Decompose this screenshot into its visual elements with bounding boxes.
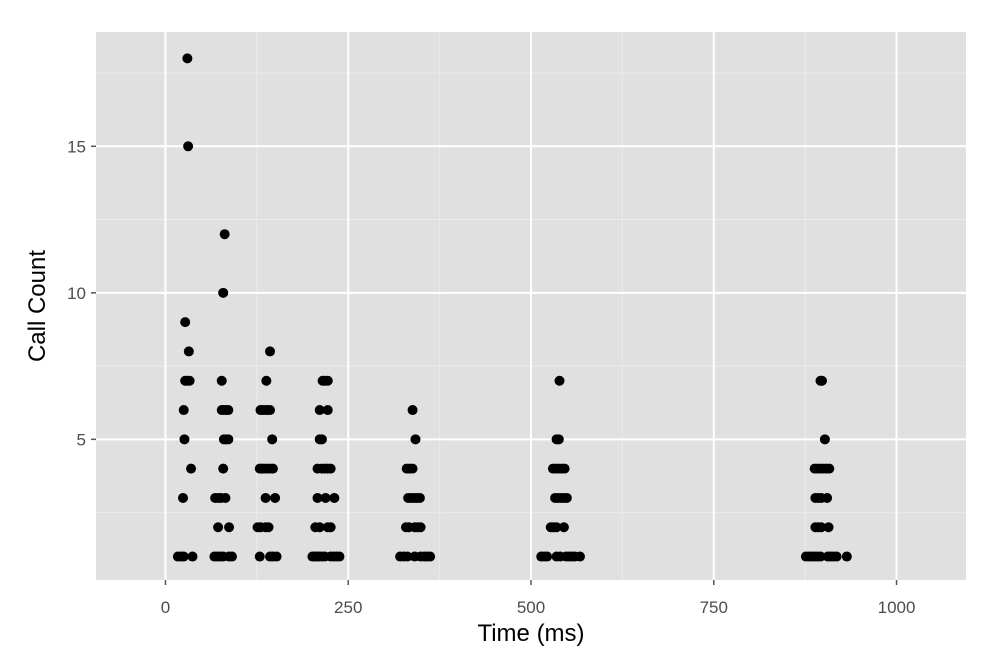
data-point [314, 522, 325, 533]
data-point [407, 405, 418, 416]
y-tick-label: 5 [77, 430, 86, 449]
data-point [186, 463, 197, 474]
y-tick-label: 15 [67, 137, 86, 156]
data-point [218, 287, 229, 298]
data-point [226, 551, 237, 562]
data-point [831, 551, 842, 562]
data-point [265, 405, 275, 416]
data-point [402, 551, 413, 562]
data-point [410, 434, 421, 445]
major-gridlines [96, 32, 966, 580]
x-tick-label: 1000 [878, 598, 916, 617]
data-point [407, 463, 418, 474]
data-point [824, 463, 835, 474]
tick-labels: 0 250 500 750 1000 5 10 15 [67, 137, 915, 617]
data-point [224, 522, 235, 533]
data-point [219, 229, 230, 240]
data-point [179, 434, 190, 445]
data-point [561, 492, 572, 503]
data-points [172, 53, 852, 562]
data-point [320, 492, 331, 503]
data-point [823, 522, 834, 533]
data-point [322, 405, 333, 416]
data-point [841, 551, 852, 562]
axis-ticks [91, 145, 898, 585]
data-point [183, 141, 194, 152]
data-point [414, 492, 425, 503]
data-point [314, 405, 325, 416]
data-point [554, 375, 565, 386]
data-point [574, 551, 585, 562]
y-axis-title: Call Count [24, 250, 51, 362]
x-axis-title: Time (ms) [477, 620, 584, 647]
x-tick-label: 750 [700, 598, 728, 617]
x-tick-label: 250 [334, 598, 362, 617]
data-point [223, 434, 234, 445]
data-point [267, 434, 278, 445]
data-point [325, 522, 336, 533]
data-point [261, 375, 272, 386]
data-point [213, 522, 224, 533]
data-point [553, 434, 564, 445]
data-point [312, 492, 323, 503]
x-tick-label: 0 [161, 598, 170, 617]
data-point [187, 551, 198, 562]
data-point [425, 551, 436, 562]
data-point [322, 375, 333, 386]
data-point [819, 434, 830, 445]
x-tick-label: 500 [517, 598, 545, 617]
data-point [218, 463, 229, 474]
data-point [815, 551, 826, 562]
data-point [822, 492, 833, 503]
data-point [415, 522, 426, 533]
data-point [178, 551, 189, 562]
data-point [816, 375, 827, 386]
data-point [270, 492, 281, 503]
data-point [816, 522, 827, 533]
data-point [178, 405, 189, 416]
data-point [216, 375, 227, 386]
data-point [184, 375, 195, 386]
data-point [551, 522, 562, 533]
data-point [254, 551, 265, 562]
data-point [182, 53, 193, 64]
data-point [180, 317, 191, 328]
data-point [220, 492, 231, 503]
data-point [178, 492, 188, 503]
data-point [260, 492, 271, 503]
data-point [267, 463, 278, 474]
data-point [316, 434, 327, 445]
data-point [542, 551, 553, 562]
data-point [334, 551, 345, 562]
data-point [265, 346, 275, 357]
data-point [183, 346, 194, 357]
data-point [559, 463, 570, 474]
y-tick-label: 10 [67, 284, 86, 303]
data-point [271, 551, 282, 562]
data-point [223, 405, 234, 416]
data-point [263, 522, 274, 533]
data-point [329, 492, 340, 503]
data-point [558, 522, 569, 533]
data-point [325, 463, 336, 474]
